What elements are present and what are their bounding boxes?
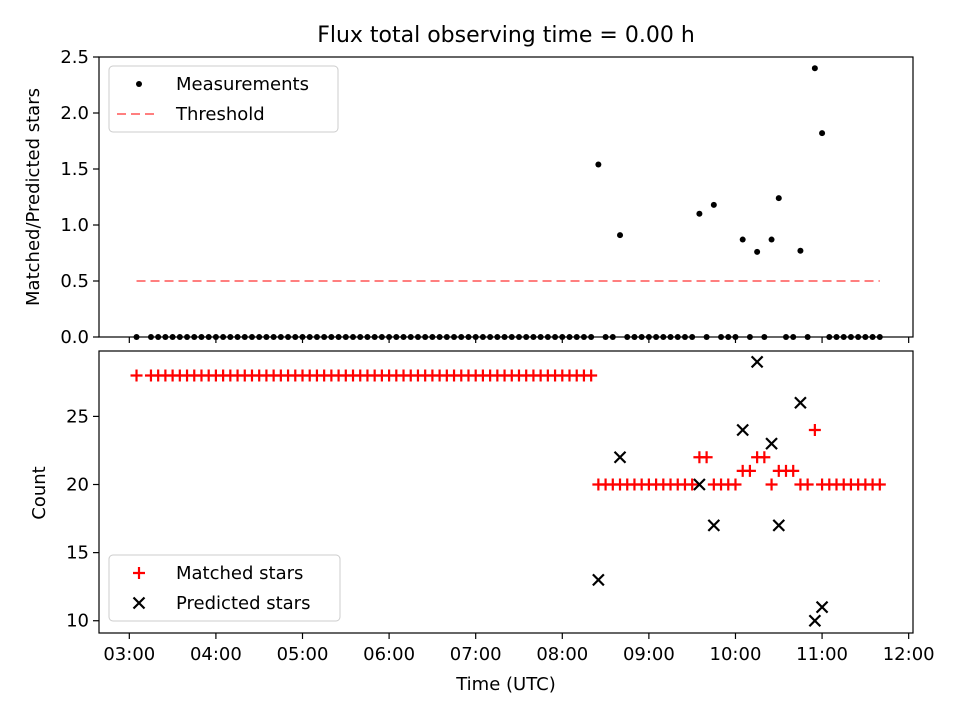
- matched-star-point: [729, 478, 742, 491]
- measurement-point: [710, 201, 717, 208]
- chart-title: Flux total observing time = 0.00 h: [317, 23, 695, 48]
- legend-label: Threshold: [175, 104, 265, 125]
- measurement-point: [811, 65, 818, 72]
- x-tick-label: 10:00: [710, 644, 762, 665]
- legend-marker-predicted-stars: [132, 596, 146, 610]
- y-tick-label: 20: [66, 475, 89, 496]
- matched-star-point: [808, 424, 821, 437]
- predicted-star-point: [794, 396, 807, 410]
- top-y-axis-label: Matched/Predicted stars: [23, 88, 44, 306]
- x-tick-label: 12:00: [883, 644, 935, 665]
- x-tick-label: 05:00: [277, 644, 329, 665]
- top-legend-box: [108, 65, 339, 133]
- measurement-point: [595, 161, 602, 168]
- bottom-y-axis-label: Count: [29, 466, 50, 519]
- predicted-star-point: [736, 423, 749, 437]
- predicted-star-point: [815, 600, 829, 614]
- measurement-point: [819, 130, 826, 137]
- predicted-star-point: [765, 437, 778, 450]
- matched-star-point: [585, 369, 598, 382]
- matched-star-point: [130, 369, 143, 382]
- legend-marker-measurements: [136, 81, 142, 87]
- y-tick-label: 25: [66, 406, 89, 427]
- y-tick-label: 0.5: [60, 271, 89, 292]
- measurement-point: [775, 195, 782, 202]
- measurement-point: [696, 210, 703, 217]
- plot-frame: [98, 350, 914, 634]
- y-tick-label: 15: [66, 543, 89, 564]
- measurement-point: [754, 248, 761, 255]
- y-tick-label: 2.0: [60, 103, 89, 124]
- bottom-legend-box: [108, 554, 341, 622]
- legend-marker-matched-stars: [133, 567, 145, 579]
- y-tick-label: 1.5: [60, 159, 89, 180]
- matched-star-point: [787, 464, 800, 477]
- matched-star-point: [686, 478, 699, 491]
- matched-star-point: [801, 478, 814, 491]
- predicted-star-point: [693, 478, 706, 491]
- y-tick-label: 2.5: [60, 47, 89, 68]
- x-tick-label: 09:00: [623, 644, 675, 665]
- matched-star-point: [873, 478, 886, 491]
- predicted-star-point: [808, 614, 822, 628]
- y-tick-label: 0.0: [60, 327, 89, 348]
- x-tick-label: 03:00: [103, 644, 155, 665]
- matched-star-point: [743, 464, 756, 477]
- x-tick-label: 11:00: [796, 644, 848, 665]
- matched-star-point: [700, 451, 713, 464]
- x-tick-label: 08:00: [536, 644, 588, 665]
- legend-label: Measurements: [176, 74, 309, 95]
- x-tick-label: 06:00: [363, 644, 415, 665]
- plot-frame: [98, 56, 914, 338]
- matched-star-point: [765, 478, 778, 491]
- top-plot: 0.0 0.5 1.0 1.5 2.0 2.5 Measurements Threshold: [60, 47, 914, 348]
- predicted-star-point: [592, 573, 605, 587]
- bottom-plot: 10 15 20 25 03:00 04:00 05:00 06:00 07:00 08:00 09…: [66, 350, 935, 665]
- matched-star-point: [758, 451, 771, 464]
- y-tick-label: 1.0: [60, 215, 89, 236]
- legend-label: Predicted stars: [176, 593, 310, 614]
- measurement-point: [768, 236, 775, 243]
- x-tick-label: 04:00: [190, 644, 242, 665]
- predicted-star-point: [707, 519, 721, 532]
- predicted-star-point: [772, 519, 786, 532]
- predicted-star-point: [750, 355, 764, 369]
- x-axis-label: Time (UTC): [455, 674, 556, 695]
- x-tick-label: 07:00: [450, 644, 502, 665]
- y-tick-label: 10: [66, 611, 89, 632]
- measurement-point: [617, 232, 624, 239]
- measurement-point: [797, 247, 804, 254]
- predicted-star-point: [613, 450, 627, 464]
- measurement-point: [739, 236, 746, 243]
- legend-label: Matched stars: [176, 563, 303, 584]
